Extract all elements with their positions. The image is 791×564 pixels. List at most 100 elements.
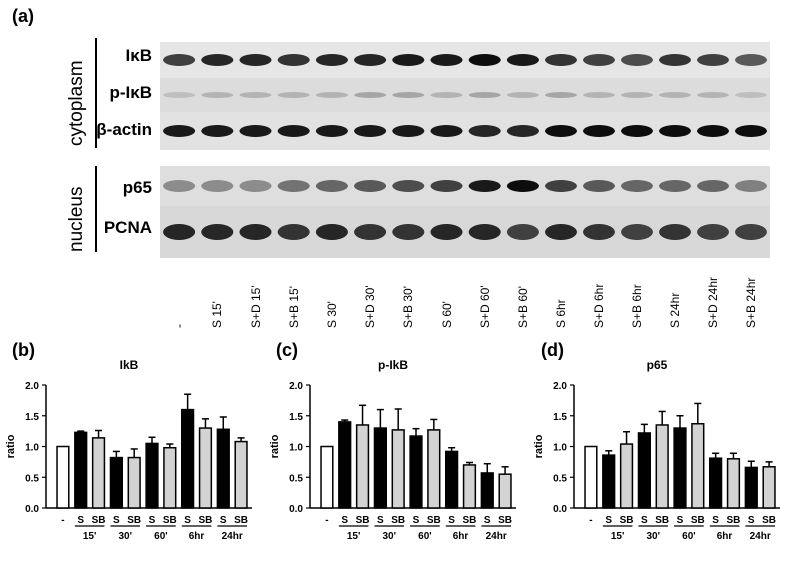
bar: [427, 429, 441, 509]
cytoplasm-bracket: [95, 38, 97, 148]
blot-band: [506, 92, 539, 98]
y-tick-label: 0.0: [553, 504, 567, 515]
bar: [91, 437, 106, 509]
bar-label: S: [712, 515, 719, 526]
blot-label-p65: p65: [122, 178, 152, 197]
blot-band: [583, 180, 615, 192]
bar-label: SB: [498, 515, 512, 526]
bar-label: S: [413, 515, 420, 526]
blot-band: [277, 224, 310, 240]
y-tick-label: 0.0: [289, 504, 303, 515]
y-tick-label: 1.5: [553, 412, 567, 423]
blot-band: [659, 92, 691, 98]
lane-label: S 6hr: [554, 299, 568, 328]
bar-label: SB: [163, 515, 177, 526]
group-label: 30': [383, 531, 397, 542]
lane-label: S 24hr: [668, 292, 682, 328]
lane-label: -: [172, 324, 187, 328]
blot-band: [315, 92, 348, 98]
blot-band: [468, 180, 501, 192]
bar-label: S: [677, 515, 684, 526]
blot-strip-right: [542, 206, 770, 258]
blot-band: [163, 125, 196, 137]
blot-band: [583, 54, 615, 66]
bar-label: SB: [234, 515, 248, 526]
bar-label: S: [484, 515, 491, 526]
y-tick-label: 1.5: [25, 412, 39, 423]
blot-band: [506, 180, 539, 192]
group-label: 15': [347, 531, 361, 542]
bar-label: S: [149, 515, 156, 526]
group-label: 30': [647, 531, 661, 542]
blot-label-ikb: IκB: [125, 46, 152, 65]
blot-band: [697, 92, 729, 98]
y-tick-label: 1.5: [289, 412, 303, 423]
blot-band: [735, 180, 767, 192]
blot-band: [659, 54, 691, 66]
blot-band: [315, 54, 348, 66]
group-label: 6hr: [453, 531, 469, 542]
bar-label: S: [377, 515, 384, 526]
blot-band: [239, 92, 272, 98]
bar-label: SB: [727, 515, 741, 526]
y-axis-label: ratio: [5, 434, 17, 458]
blot-band: [583, 224, 615, 240]
blot-band: [239, 224, 272, 240]
panel-d-letter: (d): [541, 340, 564, 360]
group-label: 24hr: [222, 531, 243, 542]
y-axis-label: ratio: [269, 434, 281, 458]
bar-label: S: [113, 515, 120, 526]
blot-band: [506, 54, 539, 66]
group-label: 6hr: [189, 531, 205, 542]
bar: [619, 443, 634, 509]
blot-band: [239, 54, 272, 66]
lane-label: S 15': [210, 301, 225, 328]
lane-label: S+D 60': [477, 285, 492, 328]
bar: [355, 424, 370, 509]
group-label: 60': [418, 531, 432, 542]
y-tick-label: 0.5: [553, 473, 567, 484]
bar: [373, 427, 387, 509]
bar-label: S: [184, 515, 191, 526]
blot-band: [659, 224, 691, 240]
chart-title: p-IkB: [378, 358, 408, 372]
blot-band: [277, 125, 310, 137]
bar-label: S: [220, 515, 227, 526]
blot-band: [354, 180, 387, 192]
blot-band: [583, 92, 615, 98]
bar: [216, 428, 230, 509]
blot-band: [545, 92, 577, 98]
y-tick-label: 0.0: [25, 504, 39, 515]
bar: [338, 421, 352, 509]
blot-band: [621, 92, 653, 98]
bar: [673, 427, 687, 509]
western-blot-image: [160, 42, 770, 258]
bar: [480, 472, 494, 509]
bar: [762, 466, 776, 509]
blot-band: [697, 180, 729, 192]
group-label: 24hr: [750, 531, 771, 542]
lane-label: S+D 6hr: [592, 283, 606, 328]
bar-label: S: [448, 515, 455, 526]
lane-label: S+B 24hr: [744, 277, 758, 328]
y-tick-label: 1.0: [553, 443, 567, 454]
bar: [498, 473, 512, 509]
bar: [726, 458, 741, 509]
blot-band: [621, 180, 653, 192]
blot-band: [621, 224, 653, 240]
blot-band: [201, 54, 234, 66]
blot-band: [583, 125, 615, 137]
bar-label: S: [341, 515, 348, 526]
nucleus-bracket: [95, 166, 97, 252]
bar: [198, 427, 213, 509]
bar-label: -: [325, 515, 328, 526]
blot-band: [354, 54, 387, 66]
bar-label: SB: [391, 515, 405, 526]
lane-label: S+D 24hr: [706, 276, 720, 328]
group-label: 60': [682, 531, 696, 542]
blot-band: [201, 125, 234, 137]
bar: [234, 440, 248, 509]
blot-band: [277, 180, 310, 192]
blot-label-pcna: PCNA: [103, 218, 152, 237]
blot-band: [659, 180, 691, 192]
